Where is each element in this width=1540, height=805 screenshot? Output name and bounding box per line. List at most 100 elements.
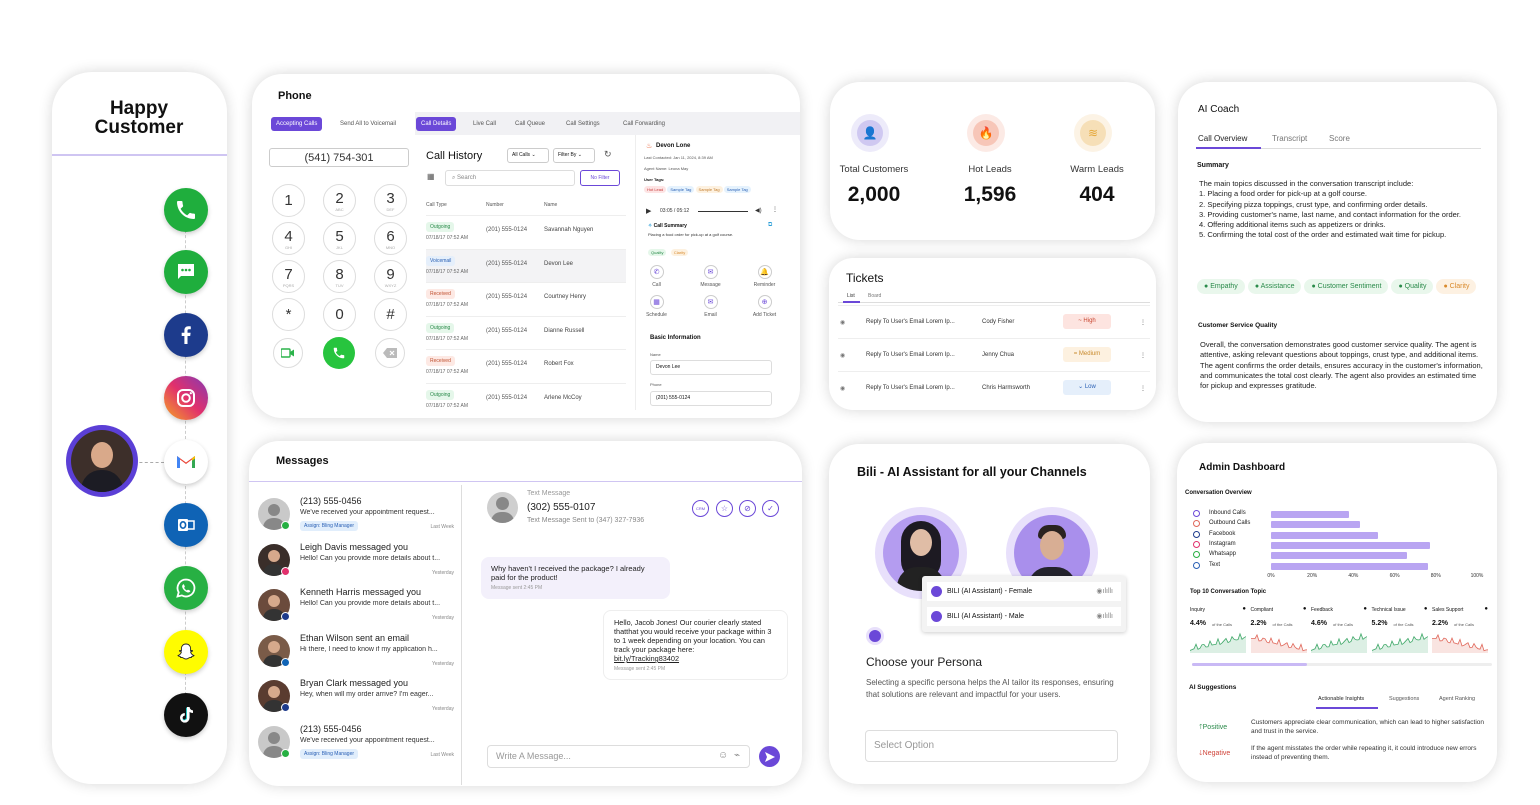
tab-transcript[interactable]: Transcript (1272, 134, 1308, 143)
tab-call-overview[interactable]: Call Overview (1198, 134, 1248, 143)
play-icon[interactable]: ▶ (646, 208, 652, 215)
tab-call-forwarding[interactable]: Call Forwarding (623, 121, 666, 127)
keypad-key[interactable]: 0 (323, 298, 356, 331)
call-history-row[interactable]: Received 07/18/17 07:52 AM (201) 555-0124 R… (426, 349, 626, 382)
call-history-row[interactable]: Outgoing 07/18/17 07:52 AM (201) 555-0124 D… (426, 315, 626, 349)
history-search-input[interactable]: ⌕ Search (445, 170, 575, 186)
keypad-key[interactable]: * (272, 298, 305, 331)
ticket-row[interactable]: ◉ Reply To User's Email Lorem Ip... Chris … (838, 371, 1150, 404)
refresh-icon[interactable]: ↻ (604, 149, 612, 159)
snapchat-icon[interactable] (164, 630, 208, 674)
tab-agent-ranking[interactable]: Agent Ranking (1439, 696, 1476, 702)
keypad-key[interactable]: 5 JKL (323, 222, 356, 255)
topic-card[interactable]: Compliant ● 2.2% of the Calls (1250, 606, 1311, 659)
phone-icon[interactable] (164, 188, 208, 232)
call-history-row[interactable]: Outgoing 07/18/17 07:52 AM (201) 555-0124 S… (426, 215, 626, 248)
keypad-key[interactable]: 3 DEF (374, 184, 407, 217)
block-button[interactable]: ⊘ (739, 500, 756, 517)
topics-scrollbar[interactable] (1192, 663, 1492, 666)
persona-option-male[interactable]: BILI (AI Assistant) - Male ◉ılıllı (927, 607, 1121, 626)
conversation-item[interactable]: (213) 555-0456 We've received your appoin… (258, 496, 458, 540)
backspace-button[interactable] (375, 338, 405, 368)
star-button[interactable]: ☆ (716, 500, 733, 517)
audio-player[interactable]: ▶ 03:05 / 05:12 ◀) ⋮ (642, 203, 782, 220)
call-history-row[interactable]: Received 07/18/17 07:52 AM (201) 555-0124 C… (426, 282, 626, 315)
ticket-row[interactable]: ◉ Reply To User's Email Lorem Ip... Jenny … (838, 338, 1150, 371)
outlook-icon[interactable] (164, 503, 208, 547)
tab-board[interactable]: Board (868, 293, 882, 299)
no-filter-button[interactable]: No Filter (580, 170, 620, 186)
call-history-row[interactable]: Outgoing 07/18/17 07:52 AM (201) 555-0124 A… (426, 382, 626, 416)
tab-call-queue[interactable]: Call Queue (515, 121, 546, 127)
calendar-icon[interactable]: ▦ (427, 172, 435, 181)
name-field[interactable]: Devon Lee (650, 360, 772, 375)
assign-tag[interactable]: Assign: Bling Manager (300, 521, 359, 531)
video-call-button[interactable] (273, 338, 303, 368)
filter-by-dropdown[interactable]: Filter By ⌄ (553, 148, 595, 163)
emoji-icon[interactable]: ☺ (718, 750, 729, 761)
more-icon[interactable]: ⋮ (1140, 353, 1146, 359)
persona-option-female[interactable]: BILI (AI Assistant) - Female ◉ılıllı (927, 582, 1121, 601)
facebook-icon[interactable] (164, 313, 208, 357)
gmail-icon[interactable] (164, 440, 208, 484)
view-icon[interactable]: ◉ (840, 353, 846, 359)
view-icon[interactable]: ◉ (840, 386, 846, 392)
instagram-icon[interactable] (164, 376, 208, 420)
tab-live-call[interactable]: Live Call (473, 121, 497, 127)
conversation-item[interactable]: Leigh Davis messaged you Hello! Can you p… (258, 542, 458, 586)
whatsapp-icon[interactable] (164, 566, 208, 610)
audio-progress[interactable] (698, 211, 748, 212)
tab-call-details[interactable]: Call Details (416, 117, 457, 131)
keypad-key[interactable]: 6 MNO (374, 222, 407, 255)
call-history-row[interactable]: Voicemail 07/18/17 07:52 AM (201) 555-0124… (426, 248, 626, 282)
more-icon[interactable]: ⋮ (1140, 320, 1146, 326)
dialed-number[interactable]: (541) 754-301 (269, 148, 409, 167)
keypad-key[interactable]: 7 PQRS (272, 260, 305, 293)
more-icon[interactable]: ⋮ (772, 207, 778, 213)
keypad-key[interactable]: 9 WXYZ (374, 260, 407, 293)
volume-icon[interactable]: ◀) (755, 208, 762, 214)
tab-suggestions[interactable]: Suggestions (1389, 696, 1420, 702)
tab-accepting-calls[interactable]: Accepting Calls (271, 117, 323, 131)
crm-button[interactable]: CRM (692, 500, 709, 517)
voice-wave-icon[interactable]: ◉ılıllı (1096, 588, 1113, 595)
topic-card[interactable]: Feedback ● 4.6% of the Calls (1311, 606, 1371, 659)
message-input[interactable]: Write A Message... (487, 745, 750, 768)
tab-actionable-insights[interactable]: Actionable Insights (1318, 696, 1365, 702)
conversation-item[interactable]: Kenneth Harris messaged you Hello! Can yo… (258, 587, 458, 631)
resolve-button[interactable]: ✓ (762, 500, 779, 517)
ticket-row[interactable]: ◉ Reply To User's Email Lorem Ip... Cody F… (838, 305, 1150, 338)
all-calls-dropdown[interactable]: All Calls ⌄ (507, 148, 549, 163)
tracking-link[interactable]: bit.ly/Tracking83402 (614, 654, 680, 663)
external-link-icon[interactable]: ⧉ (768, 222, 773, 228)
keypad-key[interactable]: 4 GHI (272, 222, 305, 255)
action-schedule[interactable]: ▦ Schedule (629, 295, 684, 318)
tab-score[interactable]: Score (1329, 134, 1350, 143)
conversation-item[interactable]: (213) 555-0456 We've received your appoin… (258, 724, 458, 768)
more-icon[interactable]: ⋮ (1140, 386, 1146, 392)
keypad-key[interactable]: 2 ABC (323, 184, 356, 217)
tab-call-settings[interactable]: Call Settings (566, 121, 600, 127)
view-icon[interactable]: ◉ (840, 320, 846, 326)
tab-send-voicemail[interactable]: Send All to Voicemail (340, 121, 397, 127)
action-call[interactable]: ✆ Call (629, 265, 684, 288)
conversation-item[interactable]: Ethan Wilson sent an email Hi there, I ne… (258, 633, 458, 677)
topic-card[interactable]: Sales Support ● 2.2% of the Calls (1432, 606, 1492, 659)
call-button[interactable] (323, 337, 355, 369)
tiktok-icon[interactable] (164, 693, 208, 737)
keypad-key[interactable]: 8 TUV (323, 260, 356, 293)
action-reminder[interactable]: 🔔 Reminder (737, 265, 792, 288)
keypad-key[interactable]: 1 (272, 184, 305, 217)
send-button[interactable] (759, 746, 780, 767)
attachment-icon[interactable]: ⌁ (734, 750, 741, 761)
voice-wave-icon[interactable]: ◉ılıllı (1096, 613, 1113, 620)
persona-select[interactable]: Select Option (865, 730, 1118, 762)
sms-icon[interactable] (164, 250, 208, 294)
topic-card[interactable]: Technical Issue ● 5.2% of the Calls (1371, 606, 1432, 659)
assign-tag[interactable]: Assign: Bling Manager (300, 748, 359, 759)
tab-list[interactable]: List (847, 293, 855, 299)
conversation-item[interactable]: Bryan Clark messaged you Hey, when will m… (258, 678, 458, 722)
action-message[interactable]: ✉ Message (683, 265, 738, 288)
phone-field[interactable]: (201) 555-0124 (650, 391, 772, 406)
action-email[interactable]: ✉ Email (683, 295, 738, 318)
